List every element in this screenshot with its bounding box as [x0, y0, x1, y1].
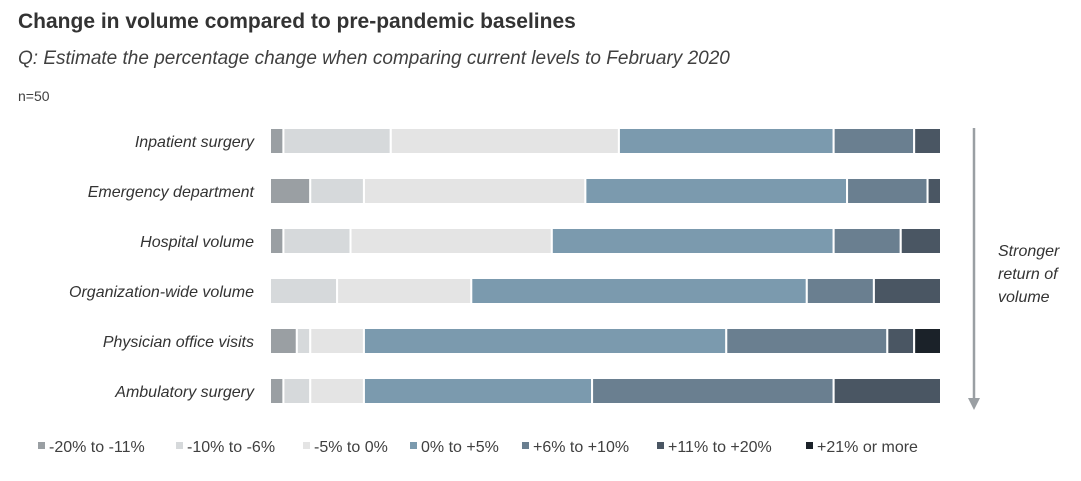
legend-swatch — [38, 442, 45, 449]
bar-segment — [362, 377, 594, 405]
legend-label: +11% to +20% — [668, 439, 772, 456]
bar-segment — [832, 127, 916, 155]
bar-segment — [617, 127, 835, 155]
bar-segment — [269, 377, 285, 405]
sample-size-note: n=50 — [18, 88, 50, 104]
bar-segment — [269, 177, 312, 205]
legend-swatch — [806, 442, 813, 449]
direction-arrow-head — [968, 398, 980, 410]
category-label: Ambulatory surgery — [114, 384, 255, 401]
legend-label: 0% to +5% — [421, 439, 499, 456]
bar-segment — [269, 227, 285, 255]
legend-label: +6% to +10% — [533, 439, 629, 456]
legend-swatch — [657, 442, 664, 449]
bar-segment — [584, 177, 849, 205]
arrow-label-line-1: Stronger — [998, 243, 1060, 260]
bar-segment — [872, 277, 943, 305]
category-label: Organization-wide volume — [69, 284, 254, 301]
legend-swatch — [410, 442, 417, 449]
bar-segment — [913, 327, 942, 355]
bar-segment — [282, 227, 352, 255]
bar-segment — [805, 277, 875, 305]
bar-segment — [832, 227, 902, 255]
bar-segment — [725, 327, 889, 355]
bar-segment — [550, 227, 835, 255]
legend-swatch — [303, 442, 310, 449]
legend-label: -10% to -6% — [187, 439, 275, 456]
bar-segment — [269, 127, 285, 155]
bar-segment — [269, 277, 339, 305]
bar-segment — [846, 177, 929, 205]
legend-label: +21% or more — [817, 439, 918, 456]
bar-segment — [899, 227, 942, 255]
category-label: Hospital volume — [140, 234, 254, 251]
legend-label: -5% to 0% — [314, 439, 388, 456]
bar-segment — [309, 377, 365, 405]
arrow-label-line-3: volume — [998, 289, 1050, 306]
arrow-label: Stronger return of volume — [998, 240, 1059, 309]
bar-segment — [269, 327, 298, 355]
chart-subtitle: Q: Estimate the percentage change when c… — [18, 48, 730, 69]
bar-segment — [309, 177, 365, 205]
bar-segment — [470, 277, 808, 305]
bar-segment — [282, 127, 392, 155]
bar-segment — [362, 177, 587, 205]
bar-segment — [282, 377, 312, 405]
bar-segment — [362, 327, 728, 355]
category-label: Inpatient surgery — [135, 134, 255, 151]
chart-title: Change in volume compared to pre-pandemi… — [18, 10, 576, 33]
bar-segment — [336, 277, 473, 305]
bar-segment — [886, 327, 916, 355]
legend-label: -20% to -11% — [49, 439, 145, 456]
bar-segment — [913, 127, 942, 155]
bar-segment — [295, 327, 312, 355]
bar-segment — [389, 127, 620, 155]
bar-segment — [309, 327, 365, 355]
category-label: Physician office visits — [103, 334, 254, 351]
legend-swatch — [176, 442, 183, 449]
arrow-label-line-2: return of — [998, 266, 1058, 283]
bar-segment — [591, 377, 835, 405]
bar-segment — [349, 227, 553, 255]
bar-segment — [926, 177, 943, 205]
legend-swatch — [522, 442, 529, 449]
bar-segment — [832, 377, 943, 405]
category-label: Emergency department — [88, 184, 255, 201]
